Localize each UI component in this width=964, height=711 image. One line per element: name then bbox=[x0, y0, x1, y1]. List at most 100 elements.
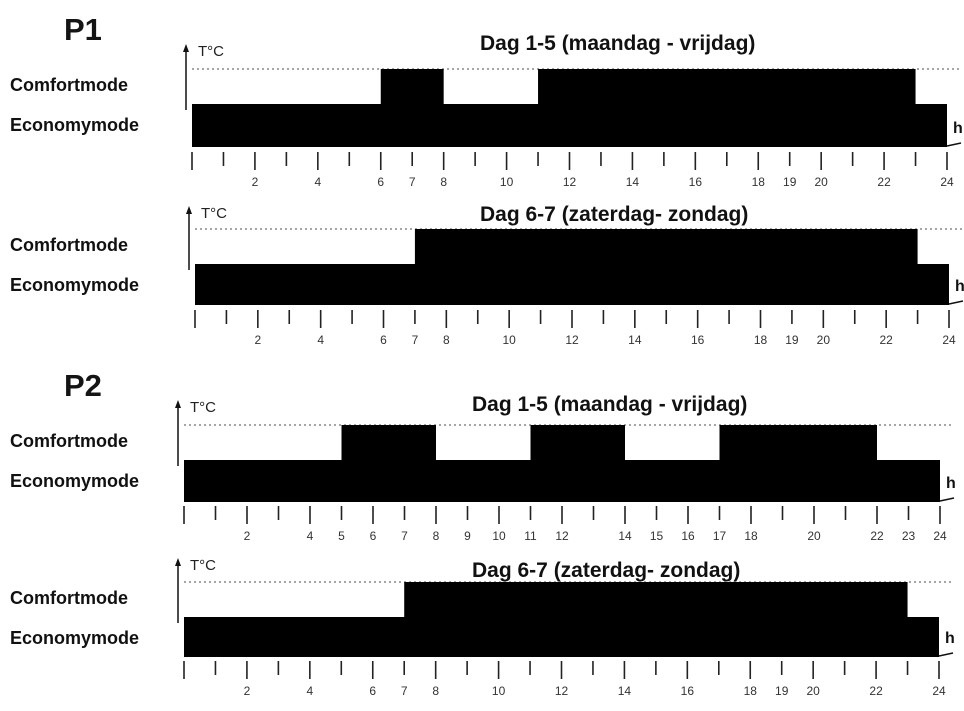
y-axis-arrow-icon bbox=[175, 400, 181, 408]
hour-tick-label: 12 bbox=[565, 333, 579, 347]
hour-tick-label: 12 bbox=[555, 684, 569, 698]
y-axis-label: T°C bbox=[190, 557, 216, 574]
hour-tick-label: 8 bbox=[432, 684, 439, 698]
hour-tick-label: 22 bbox=[869, 684, 883, 698]
schedule-chart: Dag 6-7 (zaterdag- zondag) Comfortmode Eco… bbox=[10, 557, 955, 698]
comfort-level-label: Comfortmode bbox=[10, 75, 128, 95]
comfort-block bbox=[530, 425, 625, 461]
economy-block bbox=[184, 460, 940, 502]
schedule-chart: Dag 6-7 (zaterdag- zondag) Comfortmode Eco… bbox=[10, 203, 964, 347]
hour-tick-label: 18 bbox=[752, 175, 766, 189]
hour-tick-label: 18 bbox=[754, 333, 768, 347]
hour-tick-label: 20 bbox=[817, 333, 831, 347]
hour-tick-label: 16 bbox=[681, 684, 695, 698]
economy-level-label: Economymode bbox=[10, 115, 139, 135]
economy-level-label: Economymode bbox=[10, 471, 139, 491]
hour-tick-label: 18 bbox=[744, 684, 758, 698]
hour-tick-label: 2 bbox=[252, 175, 259, 189]
comfort-level-label: Comfortmode bbox=[10, 431, 128, 451]
program-label-p1: P1 bbox=[64, 12, 102, 47]
y-axis-label: T°C bbox=[201, 205, 227, 222]
comfort-block bbox=[341, 425, 436, 461]
x-axis-label: h bbox=[955, 278, 964, 295]
y-axis-arrow-icon bbox=[183, 44, 189, 52]
x-axis-arrow-line bbox=[939, 497, 955, 502]
hour-tick-label: 4 bbox=[307, 529, 314, 543]
hour-tick-label: 14 bbox=[626, 175, 640, 189]
hour-tick-label: 19 bbox=[775, 684, 789, 698]
x-axis-arrow-line bbox=[948, 300, 964, 305]
hour-tick-label: 8 bbox=[440, 175, 447, 189]
hour-tick-label: 16 bbox=[691, 333, 705, 347]
hour-tick-label: 2 bbox=[244, 529, 251, 543]
schedule-chart: Dag 1-5 (maandag - vrijdag) Comfortmode Ec… bbox=[10, 32, 963, 189]
hour-tick-label: 14 bbox=[618, 529, 632, 543]
y-axis-label: T°C bbox=[190, 399, 216, 416]
comfort-block bbox=[380, 69, 444, 105]
hour-tick-label: 19 bbox=[783, 175, 797, 189]
chart-title: Dag 1-5 (maandag - vrijdag) bbox=[480, 32, 755, 55]
hour-tick-label: 20 bbox=[807, 529, 821, 543]
hour-tick-label: 8 bbox=[443, 333, 450, 347]
hour-tick-label: 20 bbox=[806, 684, 820, 698]
hour-tick-label: 7 bbox=[412, 333, 419, 347]
hour-tick-label: 10 bbox=[492, 684, 506, 698]
economy-block bbox=[195, 264, 949, 305]
hour-tick-label: 24 bbox=[933, 529, 947, 543]
hour-tick-label: 2 bbox=[254, 333, 261, 347]
hour-tick-label: 4 bbox=[306, 684, 313, 698]
economy-level-label: Economymode bbox=[10, 275, 139, 295]
hour-tick-label: 17 bbox=[713, 529, 727, 543]
hour-tick-label: 4 bbox=[314, 175, 321, 189]
economy-block bbox=[192, 104, 947, 147]
y-axis-label: T°C bbox=[198, 43, 224, 60]
chart-title: Dag 1-5 (maandag - vrijdag) bbox=[472, 393, 747, 416]
x-axis-label: h bbox=[953, 120, 963, 137]
hour-tick-label: 24 bbox=[942, 333, 956, 347]
hour-tick-label: 23 bbox=[902, 529, 916, 543]
hour-tick-label: 14 bbox=[628, 333, 642, 347]
hour-tick-label: 6 bbox=[377, 175, 384, 189]
hour-tick-label: 10 bbox=[500, 175, 514, 189]
hour-tick-label: 12 bbox=[563, 175, 577, 189]
hour-tick-label: 11 bbox=[524, 529, 537, 543]
comfort-block bbox=[719, 425, 877, 461]
y-axis-arrow-icon bbox=[175, 558, 181, 566]
hour-tick-label: 22 bbox=[877, 175, 891, 189]
x-axis-label: h bbox=[945, 630, 955, 647]
economy-level-label: Economymode bbox=[10, 628, 139, 648]
schedule-chart: Dag 1-5 (maandag - vrijdag) Comfortmode Ec… bbox=[10, 393, 956, 543]
hour-tick-label: 16 bbox=[681, 529, 695, 543]
hour-tick-label: 22 bbox=[879, 333, 893, 347]
hour-tick-label: 6 bbox=[369, 684, 376, 698]
hour-tick-label: 2 bbox=[244, 684, 251, 698]
hour-tick-label: 8 bbox=[433, 529, 440, 543]
hour-tick-label: 22 bbox=[870, 529, 884, 543]
x-axis-label: h bbox=[946, 475, 956, 492]
y-axis-arrow-icon bbox=[186, 206, 192, 214]
hour-tick-label: 12 bbox=[555, 529, 569, 543]
hour-tick-label: 6 bbox=[380, 333, 387, 347]
hour-tick-label: 19 bbox=[785, 333, 799, 347]
hour-tick-label: 10 bbox=[502, 333, 516, 347]
hour-tick-label: 6 bbox=[370, 529, 377, 543]
comfort-block bbox=[414, 229, 918, 265]
hour-tick-label: 7 bbox=[401, 529, 408, 543]
economy-block bbox=[184, 617, 939, 657]
x-axis-arrow-line bbox=[938, 652, 954, 657]
hour-tick-label: 20 bbox=[814, 175, 828, 189]
hour-tick-label: 18 bbox=[744, 529, 758, 543]
hour-tick-label: 24 bbox=[940, 175, 954, 189]
hour-tick-label: 15 bbox=[650, 529, 664, 543]
hour-tick-label: 5 bbox=[338, 529, 345, 543]
hour-tick-label: 10 bbox=[492, 529, 506, 543]
comfort-block bbox=[404, 582, 908, 618]
schedule-charts: Dag 1-5 (maandag - vrijdag) Comfortmode Ec… bbox=[10, 32, 964, 698]
hour-tick-label: 14 bbox=[618, 684, 632, 698]
hour-tick-label: 4 bbox=[317, 333, 324, 347]
hour-tick-label: 16 bbox=[689, 175, 703, 189]
chart-title: Dag 6-7 (zaterdag- zondag) bbox=[480, 203, 748, 226]
program-label-p2: P2 bbox=[64, 368, 102, 403]
comfort-level-label: Comfortmode bbox=[10, 235, 128, 255]
